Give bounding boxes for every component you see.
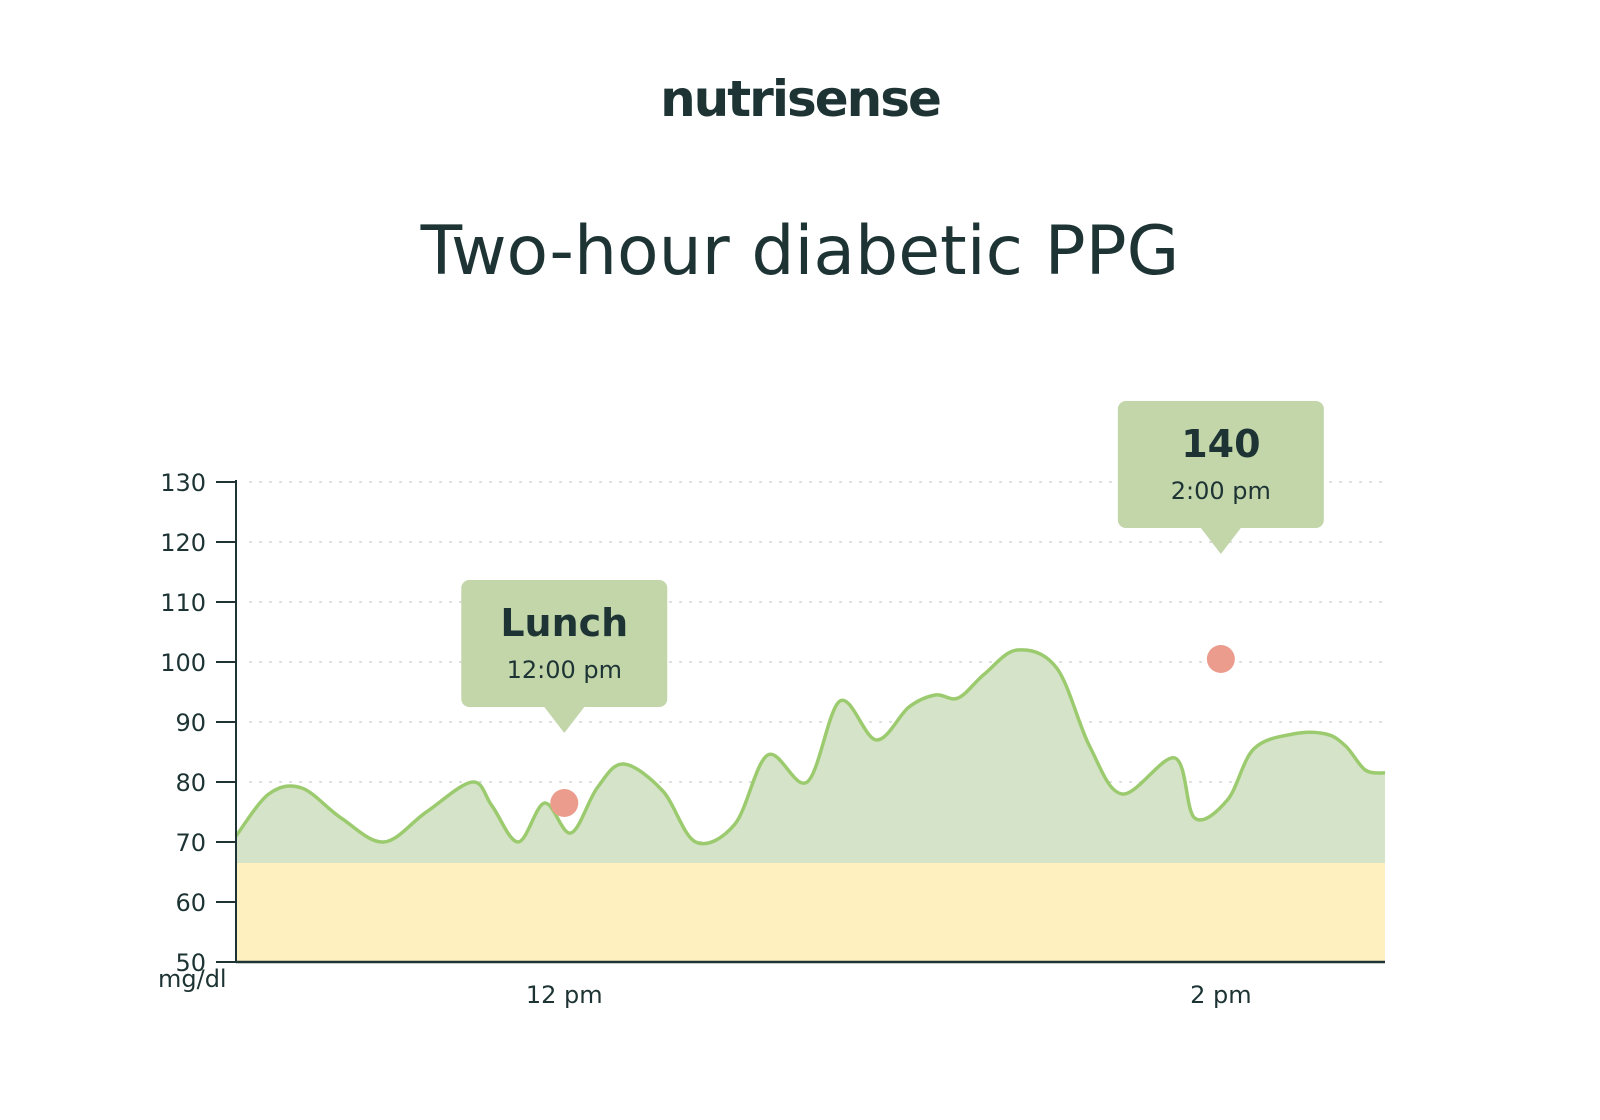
callout-sublabel: 12:00 pm	[507, 656, 622, 684]
y-tick-label-50: 50	[175, 949, 206, 977]
y-axis-unit-label: mg/dl	[158, 965, 227, 993]
y-tick-label-60: 60	[175, 889, 206, 917]
callout-label: Lunch	[500, 601, 628, 645]
low-range-band	[236, 863, 1385, 962]
y-tick-label-130: 130	[160, 469, 206, 497]
axes	[216, 480, 1385, 964]
glucose-series-line	[234, 648, 1386, 846]
range-band-0	[236, 863, 1385, 962]
callouts: Lunch 12:00 pm 140 2:00 pm	[461, 401, 1324, 733]
x-tick-label: 12 pm	[526, 981, 603, 1009]
event-marker-1	[1206, 645, 1235, 673]
brand-logo: nutrisense	[660, 70, 942, 128]
chart-title: Two-hour diabetic PPG	[420, 212, 1180, 291]
event-markers	[550, 645, 1235, 817]
y-tick-label-110: 110	[160, 589, 206, 617]
tick-labels: 50 60 70 80 90 100 110 120 130 12 pm 2 pm	[160, 469, 1251, 1009]
callout-label: 140	[1181, 422, 1260, 466]
event-marker-0	[550, 789, 579, 817]
y-tick-label-80: 80	[175, 769, 206, 797]
y-tick-label-100: 100	[160, 649, 206, 677]
y-tick-label-120: 120	[160, 529, 206, 557]
y-tick-label-90: 90	[175, 709, 206, 737]
callout-box	[461, 580, 668, 707]
callout-1: 140 2:00 pm	[1117, 401, 1324, 554]
glucose-area	[234, 648, 1386, 863]
glucose-area-fill	[236, 649, 1385, 863]
callout-box	[1117, 401, 1324, 528]
y-tick-label-70: 70	[175, 829, 206, 857]
callout-pointer	[544, 707, 585, 733]
callout-pointer	[1200, 528, 1241, 554]
callout-0: Lunch 12:00 pm	[461, 580, 668, 733]
x-tick-label: 2 pm	[1190, 981, 1252, 1009]
callout-sublabel: 2:00 pm	[1171, 477, 1271, 505]
